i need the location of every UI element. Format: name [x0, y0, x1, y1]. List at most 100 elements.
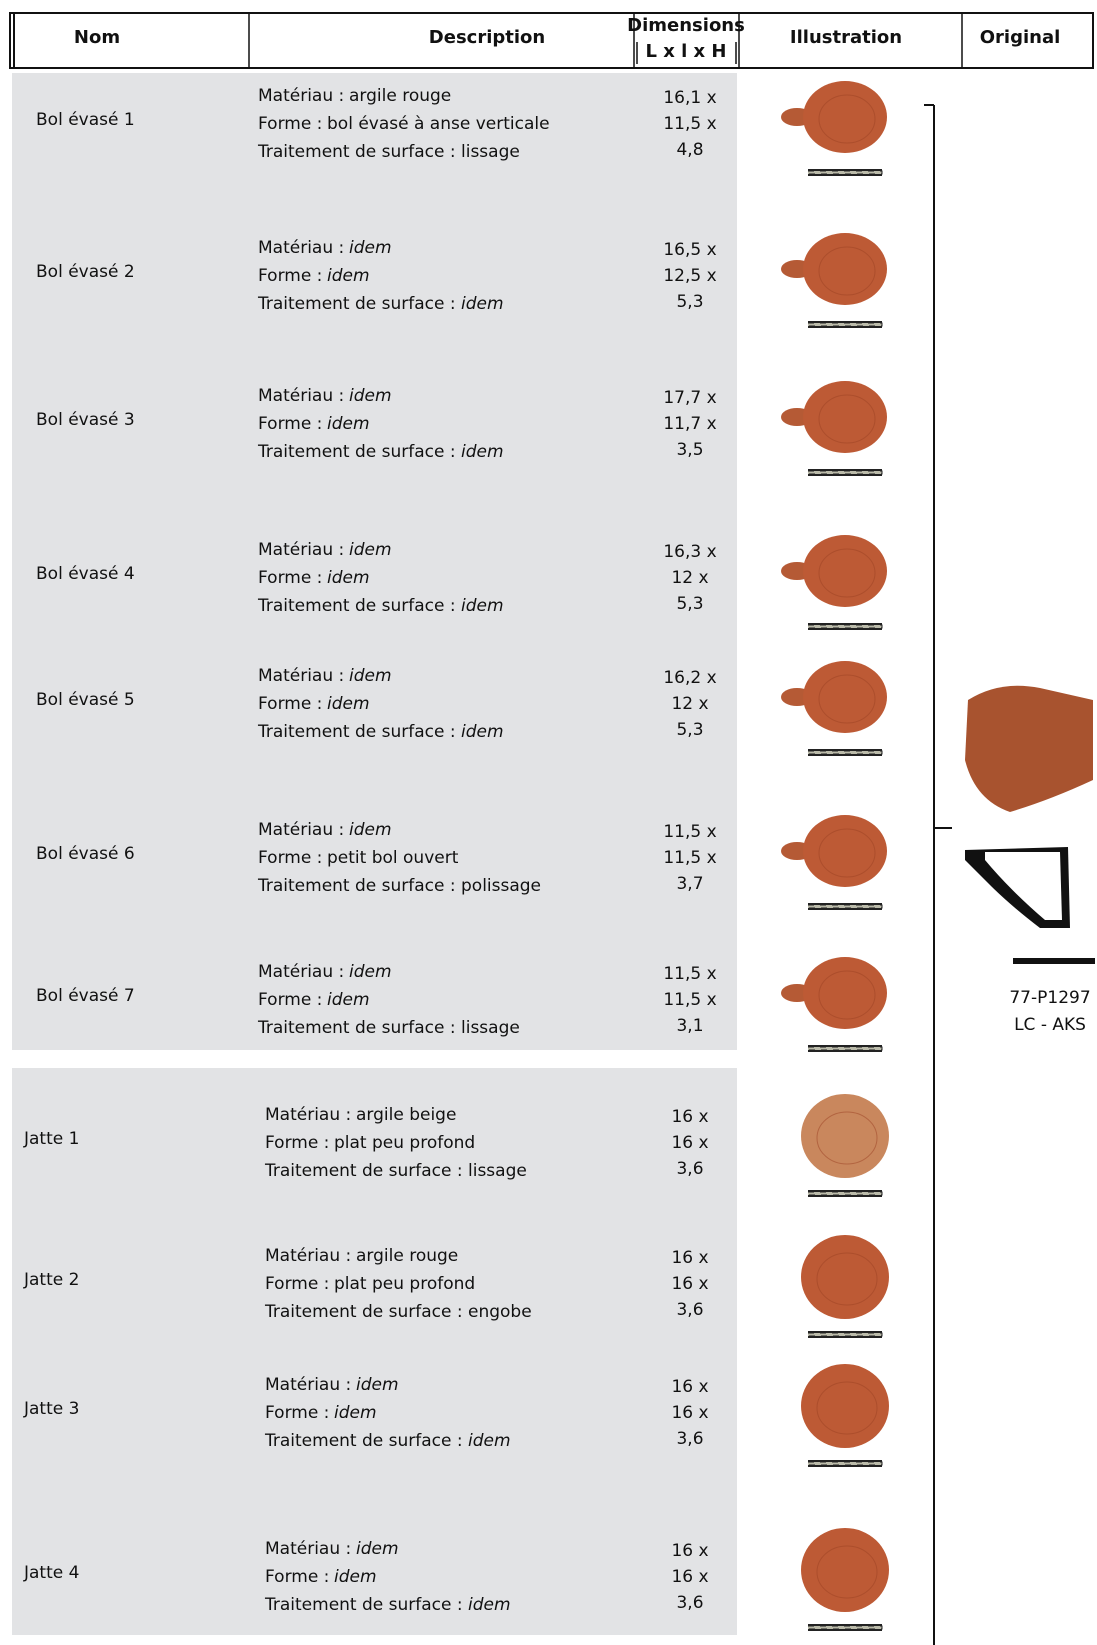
vessel-inner: [816, 1252, 878, 1306]
dimension-value: 11,5 x: [663, 964, 717, 984]
dimension-value: 3,6: [676, 1593, 704, 1613]
original-site: LC - AKS: [1014, 1015, 1086, 1035]
description-label: Matériau :: [258, 540, 345, 560]
dimension-value: 3,1: [676, 1016, 704, 1036]
description-value: idem: [461, 294, 504, 314]
dimension-value: 16,5 x: [663, 240, 717, 260]
description-value: idem: [468, 1431, 511, 1451]
scale-bar: [807, 1332, 883, 1337]
vessel: [803, 381, 887, 453]
vessel: [803, 661, 887, 733]
dimension-value: 16 x: [671, 1274, 709, 1294]
description-label: Matériau :: [258, 386, 345, 406]
description-label: Traitement de surface :: [265, 1595, 463, 1615]
item-name: Bol évasé 4: [36, 564, 135, 584]
description-label: Forme :: [258, 414, 323, 434]
sherd: [965, 685, 1093, 812]
dimension-value: 16 x: [671, 1248, 709, 1268]
description-label: Forme :: [258, 990, 323, 1010]
description-label: Traitement de surface :: [258, 442, 456, 462]
dimension-value: 3,6: [676, 1300, 704, 1320]
vessel-inner: [816, 1111, 878, 1165]
item-name: Jatte 4: [24, 1563, 80, 1583]
description-value: idem: [356, 1539, 399, 1559]
description-value: idem: [327, 414, 370, 434]
dimension-value: 12 x: [671, 568, 709, 588]
description-value: idem: [349, 820, 392, 840]
dimension-value: 16 x: [671, 1107, 709, 1127]
dimension-value: 11,5 x: [663, 848, 717, 868]
dimension-value: 3,6: [676, 1159, 704, 1179]
description-value: idem: [461, 596, 504, 616]
dimension-value: 16,3 x: [663, 542, 717, 562]
dimension-value: 16 x: [671, 1567, 709, 1587]
column-header: Dimensions: [627, 15, 745, 36]
description-label: Matériau :: [265, 1246, 352, 1266]
profile: [985, 852, 1062, 920]
item-name: Bol évasé 5: [36, 690, 135, 710]
scale-bar: [807, 1461, 883, 1466]
vessel-inner: [818, 548, 876, 598]
description-value: bol évasé à anse verticale: [327, 114, 550, 134]
dimension-value: 16 x: [671, 1541, 709, 1561]
scale-bar: [807, 1625, 883, 1630]
dimension-value: 17,7 x: [663, 388, 717, 408]
dimension-value: 5,3: [676, 594, 704, 614]
description-label: Forme :: [265, 1274, 330, 1294]
dish-group: [12, 1068, 737, 1635]
description-label: Matériau :: [258, 820, 345, 840]
vessel: [801, 1364, 889, 1448]
description-value: argile beige: [356, 1105, 457, 1125]
vessel: [801, 1528, 889, 1612]
description-value: argile rouge: [349, 86, 452, 106]
dimension-value: 5,3: [676, 720, 704, 740]
description-value: idem: [334, 1403, 377, 1423]
scale-bar: [1013, 958, 1095, 964]
dimension-value: 11,7 x: [663, 414, 717, 434]
vessel: [803, 957, 887, 1029]
description-value: idem: [327, 266, 370, 286]
vessel-inner: [818, 246, 876, 296]
vessel-inner: [818, 394, 876, 444]
description-value: idem: [349, 386, 392, 406]
original-reference: 77-P1297: [1009, 988, 1091, 1008]
item-name: Jatte 2: [24, 1270, 80, 1290]
scale-bar: [807, 170, 883, 175]
description-label: Traitement de surface :: [258, 876, 456, 896]
description-value: petit bol ouvert: [327, 848, 459, 868]
description-label: Forme :: [258, 694, 323, 714]
description-label: Traitement de surface :: [258, 722, 456, 742]
dimension-value: 16 x: [671, 1377, 709, 1397]
dimension-value: 16,1 x: [663, 88, 717, 108]
vessel-inner: [816, 1381, 878, 1435]
description-value: lissage: [461, 142, 520, 162]
description-label: Matériau :: [258, 86, 345, 106]
vessel: [801, 1235, 889, 1319]
description-label: Forme :: [258, 266, 323, 286]
scale-bar: [807, 624, 883, 629]
vessel: [801, 1094, 889, 1178]
description-value: idem: [327, 990, 370, 1010]
dimension-value: 3,5: [676, 440, 704, 460]
dimension-value: 16 x: [671, 1133, 709, 1153]
description-label: Forme :: [265, 1133, 330, 1153]
dimension-value: 12,5 x: [663, 266, 717, 286]
vessel-inner: [818, 970, 876, 1020]
item-name: Bol évasé 2: [36, 262, 135, 282]
dimension-value: 11,5 x: [663, 114, 717, 134]
description-label: Matériau :: [258, 962, 345, 982]
dimension-value: 16,2 x: [663, 668, 717, 688]
item-name: Bol évasé 1: [36, 110, 135, 130]
vessel-inner: [818, 674, 876, 724]
vessel: [803, 535, 887, 607]
description-label: Traitement de surface :: [258, 1018, 456, 1038]
description-label: Matériau :: [258, 666, 345, 686]
description-value: polissage: [461, 876, 542, 896]
scale-bar: [807, 1046, 883, 1051]
column-header: Description: [428, 27, 546, 48]
description-label: Matériau :: [258, 238, 345, 258]
dimension-value: 16 x: [671, 1403, 709, 1423]
item-name: Jatte 3: [24, 1399, 80, 1419]
